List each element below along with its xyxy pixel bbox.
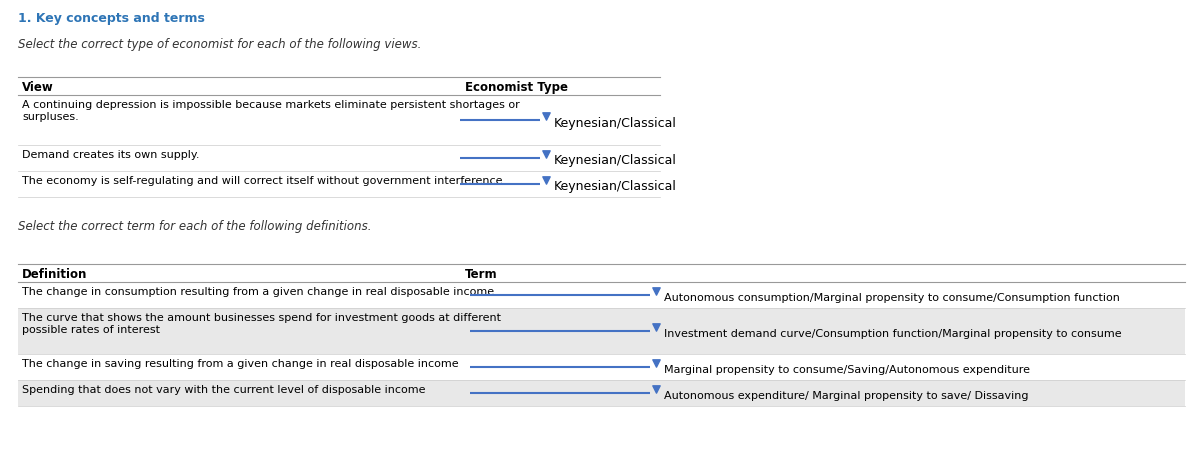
Point	[647, 288, 666, 295]
Text: Spending that does not vary with the current level of disposable income: Spending that does not vary with the cur…	[22, 384, 426, 394]
Text: Autonomous consumption/Marginal propensity to consume/Consumption function: Autonomous consumption/Marginal propensi…	[664, 292, 1120, 302]
Text: Demand creates its own supply.: Demand creates its own supply.	[22, 150, 199, 160]
Point	[647, 324, 666, 331]
Point	[536, 151, 556, 158]
Point	[536, 113, 556, 120]
Text: Economist Type: Economist Type	[466, 81, 568, 94]
Text: The change in consumption resulting from a given change in real disposable incom: The change in consumption resulting from…	[22, 287, 494, 296]
Text: Keynesian/Classical: Keynesian/Classical	[554, 180, 677, 193]
Text: 1. Key concepts and terms: 1. Key concepts and terms	[18, 12, 205, 25]
Text: The economy is self-regulating and will correct itself without government interf: The economy is self-regulating and will …	[22, 175, 506, 186]
Text: The change in saving resulting from a given change in real disposable income: The change in saving resulting from a gi…	[22, 358, 458, 368]
Text: View: View	[22, 81, 54, 94]
Point	[536, 177, 556, 184]
Bar	[18, 308, 1186, 354]
Text: Select the correct term for each of the following definitions.: Select the correct term for each of the …	[18, 219, 372, 232]
Text: A continuing depression is impossible because markets eliminate persistent short: A continuing depression is impossible be…	[22, 100, 520, 121]
Text: The curve that shows the amount businesses spend for investment goods at differe: The curve that shows the amount business…	[22, 313, 502, 334]
Text: Definition: Definition	[22, 268, 88, 281]
Text: Marginal propensity to consume/Saving/Autonomous expenditure: Marginal propensity to consume/Saving/Au…	[664, 364, 1030, 374]
Text: Term: Term	[466, 268, 498, 281]
Text: Investment demand curve/Consumption function/Marginal propensity to consume: Investment demand curve/Consumption func…	[664, 328, 1122, 338]
Point	[647, 386, 666, 393]
Text: Select the correct type of economist for each of the following views.: Select the correct type of economist for…	[18, 38, 421, 51]
Bar	[18, 380, 1186, 406]
Point	[647, 359, 666, 367]
Text: Keynesian/Classical: Keynesian/Classical	[554, 116, 677, 129]
Text: Keynesian/Classical: Keynesian/Classical	[554, 154, 677, 167]
Text: Autonomous expenditure/ Marginal propensity to save/ Dissaving: Autonomous expenditure/ Marginal propens…	[664, 390, 1028, 400]
